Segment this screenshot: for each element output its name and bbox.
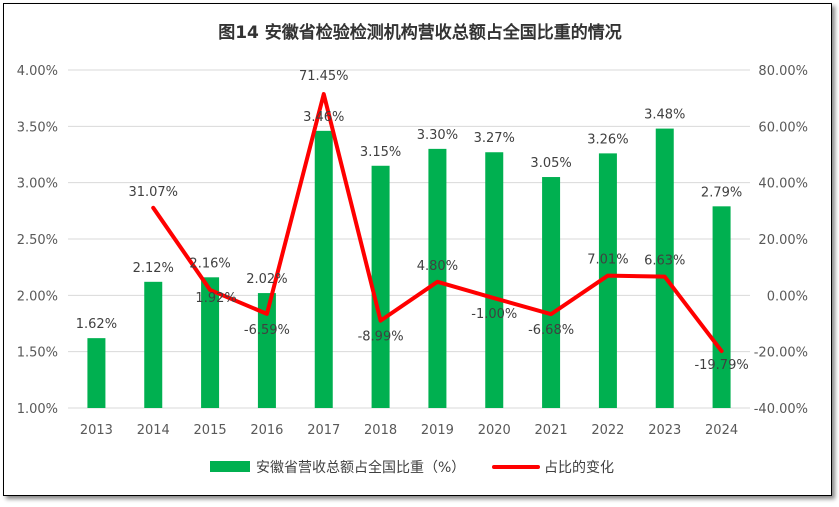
bar-data-label: 3.30% (417, 128, 458, 143)
right-axis-tick: -20.00% (754, 346, 808, 361)
line-data-label: 7.01% (587, 253, 628, 268)
x-axis-tick: 2020 (478, 423, 511, 438)
bar (314, 130, 333, 408)
bar-data-label: 2.79% (701, 185, 742, 200)
line-data-label: 6.63% (644, 254, 685, 269)
line-data-label: 1.92% (195, 291, 236, 306)
left-axis-tick: 3.00% (17, 177, 58, 192)
bar (428, 148, 447, 408)
left-axis-tick: 1.50% (17, 346, 58, 361)
x-axis-tick: 2016 (250, 423, 283, 438)
left-axis-tick: 4.00% (17, 64, 58, 79)
left-axis-tick: 1.00% (17, 402, 58, 417)
bar-data-label: 2.12% (133, 261, 174, 276)
x-axis-tick: 2019 (421, 423, 454, 438)
x-axis-tick: 2015 (194, 423, 227, 438)
bar (712, 206, 731, 408)
chart-frame (3, 3, 832, 496)
bar-data-label: 2.02% (246, 272, 287, 287)
legend-swatch-bar (210, 461, 250, 472)
line-data-label: -8.99% (358, 330, 404, 345)
bar-data-label: 3.27% (474, 131, 515, 146)
right-axis-tick: 0.00% (767, 289, 808, 304)
bar-data-label: 2.16% (189, 256, 230, 271)
line-data-label: -1.00% (471, 307, 517, 322)
x-axis-tick: 2013 (80, 423, 113, 438)
right-axis-tick: 60.00% (758, 120, 808, 135)
x-axis-tick: 2023 (648, 423, 681, 438)
bar (655, 128, 674, 408)
x-axis-tick: 2018 (364, 423, 397, 438)
bar (201, 277, 220, 408)
bar-data-label: 3.46% (303, 110, 344, 125)
line-data-label: 31.07% (128, 185, 178, 200)
bar (87, 338, 106, 408)
legend-label-line: 占比的变化 (544, 460, 614, 476)
bar (542, 177, 561, 408)
left-axis-tick: 2.00% (17, 289, 58, 304)
bar-data-label: 3.48% (644, 108, 685, 123)
x-axis-tick: 2017 (307, 423, 340, 438)
right-axis-tick: -40.00% (754, 402, 808, 417)
bar (598, 153, 617, 408)
x-axis-tick: 2021 (535, 423, 568, 438)
bar-data-label: 1.62% (76, 317, 117, 332)
x-axis-tick: 2014 (137, 423, 170, 438)
bar (144, 281, 163, 408)
bar-data-label: 3.26% (587, 132, 628, 147)
line-data-label: -6.68% (528, 323, 574, 338)
bar (257, 293, 276, 408)
x-axis-tick: 2022 (591, 423, 624, 438)
right-axis-tick: 20.00% (758, 233, 808, 248)
legend-label-bar: 安徽省营收总额占全国比重（%） (256, 459, 465, 476)
left-axis-tick: 3.50% (17, 120, 58, 135)
line-data-label: 71.45% (299, 69, 349, 84)
right-axis-tick: 80.00% (758, 64, 808, 79)
left-axis-tick: 2.50% (17, 233, 58, 248)
line-data-label: 4.80% (417, 259, 458, 274)
line-data-label: -19.79% (694, 358, 748, 373)
change-line (151, 92, 724, 354)
bar-data-label: 3.05% (530, 156, 571, 171)
bar-data-label: 3.15% (360, 145, 401, 160)
x-axis-tick: 2024 (705, 423, 738, 438)
line-data-label: -6.59% (244, 323, 290, 338)
legend: 安徽省营收总额占全国比重（%） 占比的变化 (210, 459, 614, 476)
bar (485, 152, 504, 408)
chart-title: 图14 安徽省检验检测机构营收总额占全国比重的情况 (218, 22, 622, 43)
right-axis-tick: 40.00% (758, 177, 808, 192)
bar (371, 165, 390, 408)
